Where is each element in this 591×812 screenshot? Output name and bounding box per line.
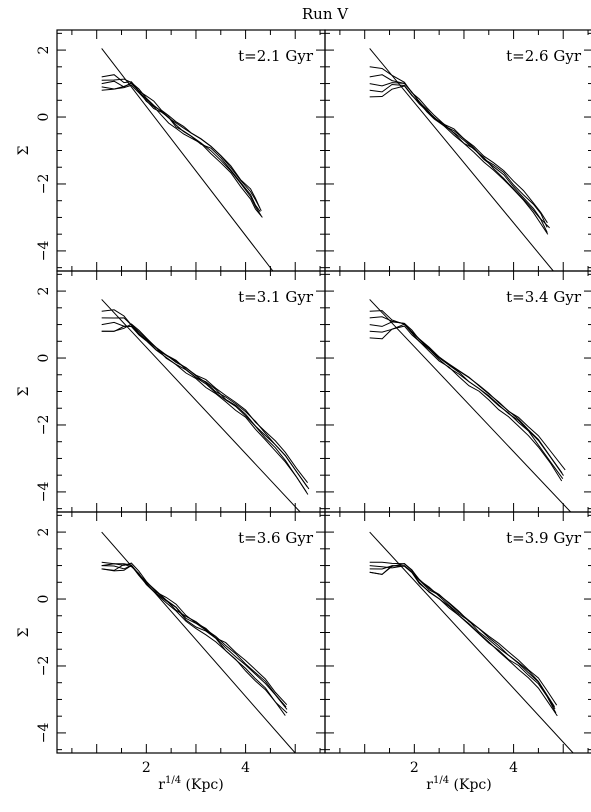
y-tick-label: 2 (36, 46, 52, 55)
profile-curve (101, 78, 262, 212)
profile-curve (369, 325, 563, 482)
time-annotation: t=2.1 Gyr (238, 47, 314, 65)
panel-5: 2 0 −2 −4 Σ 2 4 r1/4 (Kpc) t=3.6 Gyr (16, 511, 326, 793)
y-tick-label: −4 (36, 723, 52, 744)
profile-curve (369, 561, 556, 708)
x-axis-label-sup: 1/4 (433, 775, 449, 786)
profile-curve (369, 82, 550, 229)
profile-curve (101, 317, 310, 490)
x-tick-label: 4 (241, 760, 250, 776)
y-tick-label: −4 (36, 482, 52, 503)
profile-curve (101, 564, 288, 714)
profile-curve (101, 564, 287, 708)
panels-grid: 2 0 −2 −4 Σt=2.1 Gyr t=2.6 Gyr 2 0 −2 −4 Σt=3.1 Gy… (16, 29, 591, 793)
profile-curve (101, 74, 261, 209)
x-tick-label: 2 (142, 760, 151, 776)
x-axis-label-base: r (426, 777, 433, 793)
time-annotation: t=3.4 Gyr (506, 288, 582, 306)
panel-frame (56, 270, 326, 513)
profile-curve (101, 561, 288, 710)
plot-area (369, 531, 574, 753)
panel-frame (56, 29, 326, 272)
fit-line (101, 299, 301, 512)
figure-title: Run V (302, 5, 349, 23)
panel-3: 2 0 −2 −4 Σt=3.1 Gyr (16, 270, 326, 513)
y-axis-label: Σ (16, 628, 32, 638)
plot-area (101, 531, 296, 753)
time-annotation: t=3.9 Gyr (506, 529, 582, 547)
x-axis-label: r1/4 (Kpc) (158, 775, 223, 793)
profile-curve (369, 74, 548, 228)
profile-curve (101, 323, 308, 484)
y-axis-label: Σ (16, 146, 32, 156)
profile-curve (369, 316, 563, 474)
profile-curve (369, 85, 549, 235)
profile-curve (369, 310, 566, 471)
fit-line (369, 531, 574, 753)
panel-2: t=2.6 Gyr (324, 29, 591, 272)
profile-curve (369, 565, 557, 714)
panel-4: t=3.4 Gyr (324, 270, 591, 513)
profile-curve (101, 321, 307, 493)
x-tick-label: 2 (410, 760, 419, 776)
profile-curve (369, 66, 548, 224)
y-tick-label: 2 (36, 287, 52, 296)
y-tick-label: 0 (36, 354, 52, 363)
y-tick-label: −2 (36, 656, 52, 677)
time-annotation: t=3.1 Gyr (238, 288, 314, 306)
profile-curve (369, 563, 558, 706)
plot-area (369, 48, 554, 271)
x-axis-label-unit: (Kpc) (181, 777, 224, 793)
profile-curve (101, 84, 262, 217)
x-axis-label-sup: 1/4 (165, 775, 181, 786)
y-axis-label: Σ (16, 387, 32, 397)
profile-curve (101, 83, 263, 218)
y-tick-label: 2 (36, 528, 52, 537)
panel-1: 2 0 −2 −4 Σt=2.1 Gyr (16, 29, 326, 272)
profile-curve (101, 309, 308, 488)
profile-curve (369, 565, 558, 717)
panel-6: 2 4 r1/4 (Kpc) t=3.9 Gyr (324, 511, 591, 793)
plot-area (101, 48, 274, 271)
time-annotation: t=3.6 Gyr (238, 529, 314, 547)
x-axis-label: r1/4 (Kpc) (426, 775, 491, 793)
y-tick-label: 0 (36, 595, 52, 604)
profile-curve (101, 563, 286, 716)
fit-line (369, 299, 572, 512)
x-tick-label: 4 (509, 760, 518, 776)
profile-curve (369, 83, 548, 233)
x-axis-label-unit: (Kpc) (449, 777, 492, 793)
y-tick-label: 0 (36, 113, 52, 122)
y-tick-label: −4 (36, 241, 52, 262)
panel-frame (324, 270, 591, 513)
time-annotation: t=2.6 Gyr (506, 47, 582, 65)
profile-curve (369, 321, 564, 476)
x-axis-label-base: r (158, 777, 165, 793)
y-tick-label: −2 (36, 415, 52, 436)
panel-frame (324, 511, 591, 754)
y-tick-label: −2 (36, 174, 52, 195)
plot-area (369, 299, 572, 512)
plot-area (101, 299, 310, 512)
panel-frame (324, 29, 591, 272)
profile-curve (369, 565, 556, 710)
profile-curve (101, 80, 261, 212)
profile-curve (101, 562, 288, 706)
panel-frame (56, 511, 326, 754)
